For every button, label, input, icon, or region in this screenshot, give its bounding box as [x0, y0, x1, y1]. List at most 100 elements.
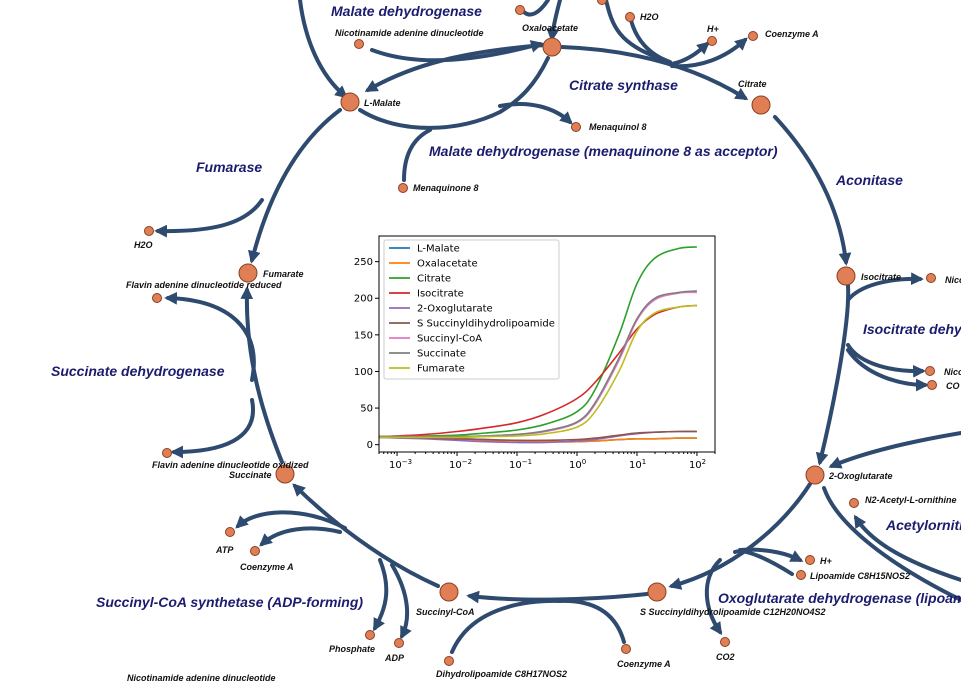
label-h2o-left: H2O — [134, 240, 153, 250]
label-phosphate: Phosphate — [329, 644, 375, 654]
node-isocitrate[interactable] — [836, 266, 856, 286]
legend-entry: Succinyl-CoA — [417, 334, 482, 345]
node-lipoamide[interactable] — [796, 570, 806, 580]
node-phosphate[interactable] — [365, 630, 375, 640]
y-tick-label: 200 — [354, 294, 373, 305]
legend-entry: Oxalacetate — [417, 259, 478, 270]
node-h-right[interactable] — [805, 555, 815, 565]
legend-entry: Succinate — [417, 349, 466, 360]
node-menaquinol[interactable] — [571, 122, 581, 132]
node-malate[interactable] — [340, 92, 360, 112]
label-h-right: H+ — [820, 556, 832, 566]
enzyme-succinyl-coa-synthetase: Succinyl-CoA synthetase (ADP-forming) — [96, 594, 363, 610]
enzyme-succinate-dh: Succinate dehydrogenase — [51, 363, 225, 379]
y-tick-label: 50 — [360, 404, 373, 415]
node-nic-r2[interactable] — [925, 366, 935, 376]
label-nad-top: Nicotinamide adenine dinucleotide — [335, 28, 484, 38]
enzyme-isocitrate-dh: Isocitrate dehy — [863, 321, 961, 337]
label-lipoamide: Lipoamide C8H15NOS2 — [810, 571, 910, 581]
legend-entry: S Succinyldihydrolipoamide — [417, 319, 555, 330]
legend-entry: L-Malate — [417, 244, 460, 255]
node-ssucc[interactable] — [647, 582, 667, 602]
chart-x-ticks: 10−3 10−2 10−1 100 101 102 — [378, 452, 716, 471]
node-oxaloacetate-small[interactable] — [515, 5, 525, 15]
chart-frame — [378, 235, 716, 453]
label-n2acetyl: N2-Acetyl-L-ornithine — [865, 495, 957, 505]
node-coa-top[interactable] — [748, 31, 758, 41]
node-menaquinone[interactable] — [398, 183, 408, 193]
enzyme-oxoglutarate-dh: Oxoglutarate dehydrogenase (lipoam — [718, 590, 961, 606]
x-tick-label: 102 — [689, 458, 706, 471]
node-co2-right[interactable] — [927, 380, 937, 390]
label-nic-r1: Nico — [945, 275, 961, 285]
chart-series-lines — [378, 246, 697, 444]
label-dihydrolipoamide: Dihydrolipoamide C8H17NOS2 — [436, 669, 567, 679]
node-succinate[interactable] — [275, 464, 295, 484]
label-fumarate: Fumarate — [263, 269, 304, 279]
label-coa-left: Coenzyme A — [240, 562, 294, 572]
enzyme-malate-dh-mq: Malate dehydrogenase (menaquinone 8 as a… — [429, 143, 778, 159]
label-succinate: Succinate — [229, 470, 272, 480]
label-menaquinol: Menaquinol 8 — [589, 122, 647, 132]
label-coa-top: Coenzyme A — [765, 29, 819, 39]
enzyme-malate-dh: Malate dehydrogenase — [331, 3, 482, 19]
label-co2-right: CO — [946, 381, 960, 391]
x-tick-label: 10−1 — [509, 458, 532, 471]
y-tick-label: 0 — [367, 440, 373, 451]
label-adp: ADP — [384, 653, 405, 663]
node-h-top[interactable] — [707, 36, 717, 46]
label-succinylcoa: Succinyl-CoA — [416, 607, 475, 617]
label-nad-bottom: Nicotinamide adenine dinucleotide — [127, 673, 276, 682]
node-dihydrolipoamide[interactable] — [444, 656, 454, 666]
y-tick-label: 150 — [354, 330, 373, 341]
node-oxaloacetate[interactable] — [542, 37, 562, 57]
node-atp[interactable] — [225, 527, 235, 537]
node-fadh[interactable] — [152, 293, 162, 303]
legend-entry: Citrate — [417, 274, 451, 285]
node-coa-left[interactable] — [250, 546, 260, 556]
label-menaquinone: Menaquinone 8 — [413, 183, 479, 193]
x-tick-label: 10−2 — [449, 458, 472, 471]
node-fumarate[interactable] — [238, 263, 258, 283]
enzyme-citrate-synthase: Citrate synthase — [569, 77, 678, 93]
node-top-cut[interactable] — [597, 0, 607, 5]
chart-y-ticks: 0 50 100 150 200 250 — [354, 257, 379, 451]
node-nic-r1[interactable] — [926, 273, 936, 283]
enzyme-aconitase: Aconitase — [835, 172, 903, 188]
legend-box — [383, 239, 560, 380]
node-adp[interactable] — [394, 638, 404, 648]
node-co2-bottom[interactable] — [720, 637, 730, 647]
label-nic-r2: Nico — [944, 367, 961, 377]
series-line-3 — [378, 304, 697, 438]
node-succinylcoa[interactable] — [439, 582, 459, 602]
label-malate: L-Malate — [364, 98, 401, 108]
chart-legend: L-Malate Oxalacetate Citrate Isocitrate 2-Ox… — [383, 239, 560, 380]
node-citrate[interactable] — [751, 95, 771, 115]
label-atp: ATP — [215, 545, 234, 555]
node-coa-bottom[interactable] — [621, 644, 631, 654]
label-fadh: Flavin adenine dinucleotide reduced — [126, 280, 282, 290]
label-citrate: Citrate — [738, 79, 767, 89]
x-tick-label: 101 — [629, 458, 646, 471]
metabolite-nodes — [144, 0, 937, 666]
node-n2acetyl[interactable] — [849, 498, 859, 508]
series-line-8 — [379, 304, 697, 439]
label-isocitrate: Isocitrate — [861, 272, 901, 282]
y-tick-label: 100 — [354, 367, 373, 378]
node-h2o-left[interactable] — [144, 226, 154, 236]
node-h2o-top[interactable] — [625, 12, 635, 22]
reaction-edges — [154, 0, 961, 654]
label-h2o-top: H2O — [640, 12, 659, 22]
enzyme-labels: Malate dehydrogenase Citrate synthase Ma… — [51, 3, 961, 610]
label-oxaloacetate: Oxaloacetate — [522, 23, 578, 33]
label-co2-bottom: CO2 — [716, 652, 735, 662]
label-oxoglutarate: 2-Oxoglutarate — [828, 471, 893, 481]
node-fad[interactable] — [162, 448, 172, 458]
label-fad: Flavin adenine dinucleotide oxidized — [152, 460, 309, 470]
label-ssucc: S Succinyldihydrolipoamide C12H20NO4S2 — [640, 607, 826, 617]
x-tick-label: 100 — [569, 458, 586, 471]
node-oxoglutarate[interactable] — [805, 465, 825, 485]
node-nad-top[interactable] — [354, 39, 364, 49]
label-coa-bottom: Coenzyme A — [617, 659, 671, 669]
